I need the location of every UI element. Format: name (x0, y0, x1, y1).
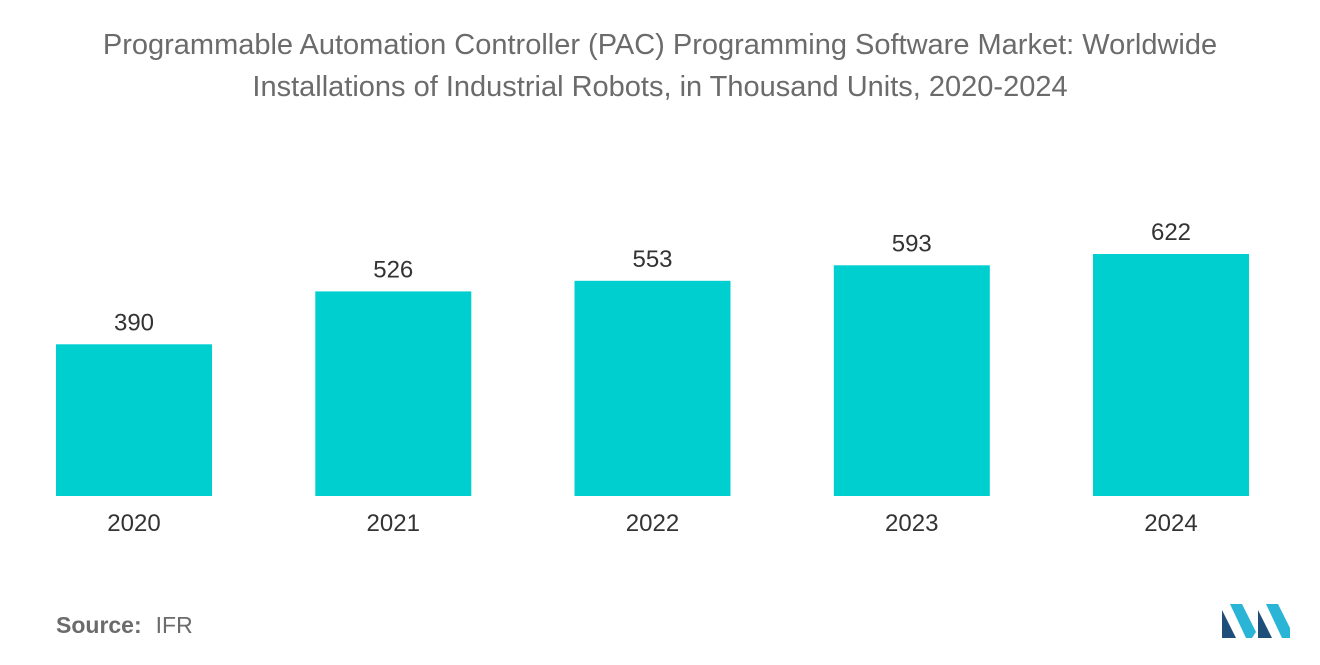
logo-shape-3 (1258, 610, 1272, 638)
x-tick-label-2024: 2024 (1144, 510, 1197, 537)
chart-title-line-1: Programmable Automation Controller (PAC)… (102, 29, 1218, 61)
logo-shape-1 (1222, 610, 1236, 638)
source-note: Source: IFR (56, 612, 193, 639)
logo-shape-2 (1230, 604, 1256, 638)
chart-title-line-2: Installations of Industrial Robots, in T… (252, 71, 1068, 103)
x-tick-label-2023: 2023 (885, 510, 938, 537)
bar-2022 (574, 280, 731, 496)
bar-2024 (1093, 254, 1249, 496)
chart-title: Programmable Automation Controller (PAC)… (0, 24, 1320, 108)
x-tick-label-2022: 2022 (626, 510, 679, 537)
data-label-2023: 593 (892, 230, 932, 257)
source-label: Source: (56, 612, 142, 638)
x-tick-label-2020: 2020 (107, 510, 160, 537)
mordor-intelligence-logo-icon (1222, 604, 1290, 638)
bar-2021 (315, 291, 472, 496)
data-label-2020: 390 (114, 309, 154, 336)
bar-2023 (833, 265, 990, 496)
logo-shape-4 (1266, 604, 1290, 638)
source-value: IFR (155, 612, 193, 638)
data-label-2024: 622 (1151, 219, 1191, 246)
data-label-2022: 553 (632, 246, 672, 273)
x-tick-label-2021: 2021 (367, 510, 420, 537)
bar-2020 (56, 344, 212, 496)
data-label-2021: 526 (373, 256, 413, 283)
